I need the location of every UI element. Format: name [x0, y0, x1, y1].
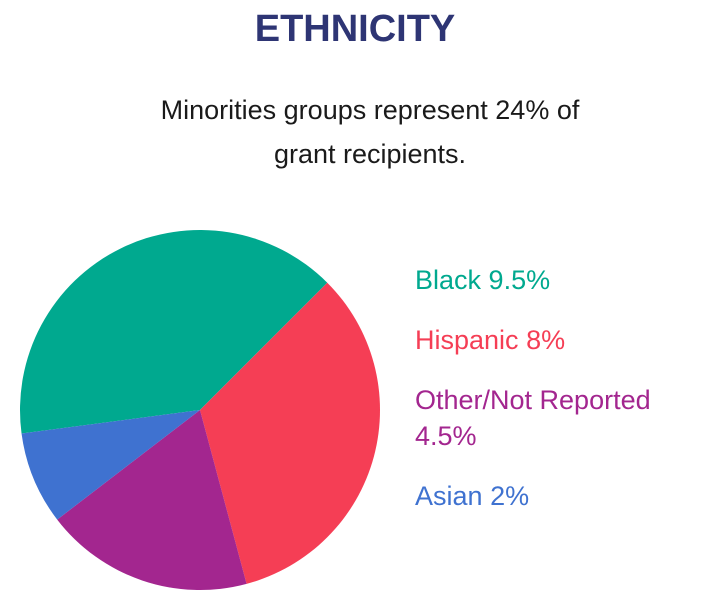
legend-label: Asian	[415, 481, 483, 511]
value-label: 8%	[526, 325, 566, 355]
legend-label: Hispanic	[415, 325, 519, 355]
legend-item: Other/Not Reported 4.5%	[415, 382, 710, 454]
legend-label: Black	[415, 265, 482, 295]
pie-slice	[21, 410, 201, 520]
value-label: 9.5%	[488, 265, 551, 295]
chart-title: ETHNICITY	[254, 8, 456, 50]
value-label: 4.5%	[415, 421, 477, 451]
pie-slice	[19, 229, 328, 434]
legend: Black 9.5% Hispanic 8% Other/Not Reported …	[415, 262, 710, 538]
legend-item: Black 9.5%	[415, 262, 710, 298]
legend-label: Other/Not Reported	[415, 385, 651, 415]
pie-slice	[200, 282, 381, 584]
value-label: 2%	[490, 481, 530, 511]
pie-slice	[57, 410, 247, 590]
chart-subtitle: Minorities groups represent 24% of grant…	[160, 95, 580, 169]
legend-item: Asian 2%	[415, 478, 710, 514]
legend-item: Hispanic 8%	[415, 322, 710, 358]
